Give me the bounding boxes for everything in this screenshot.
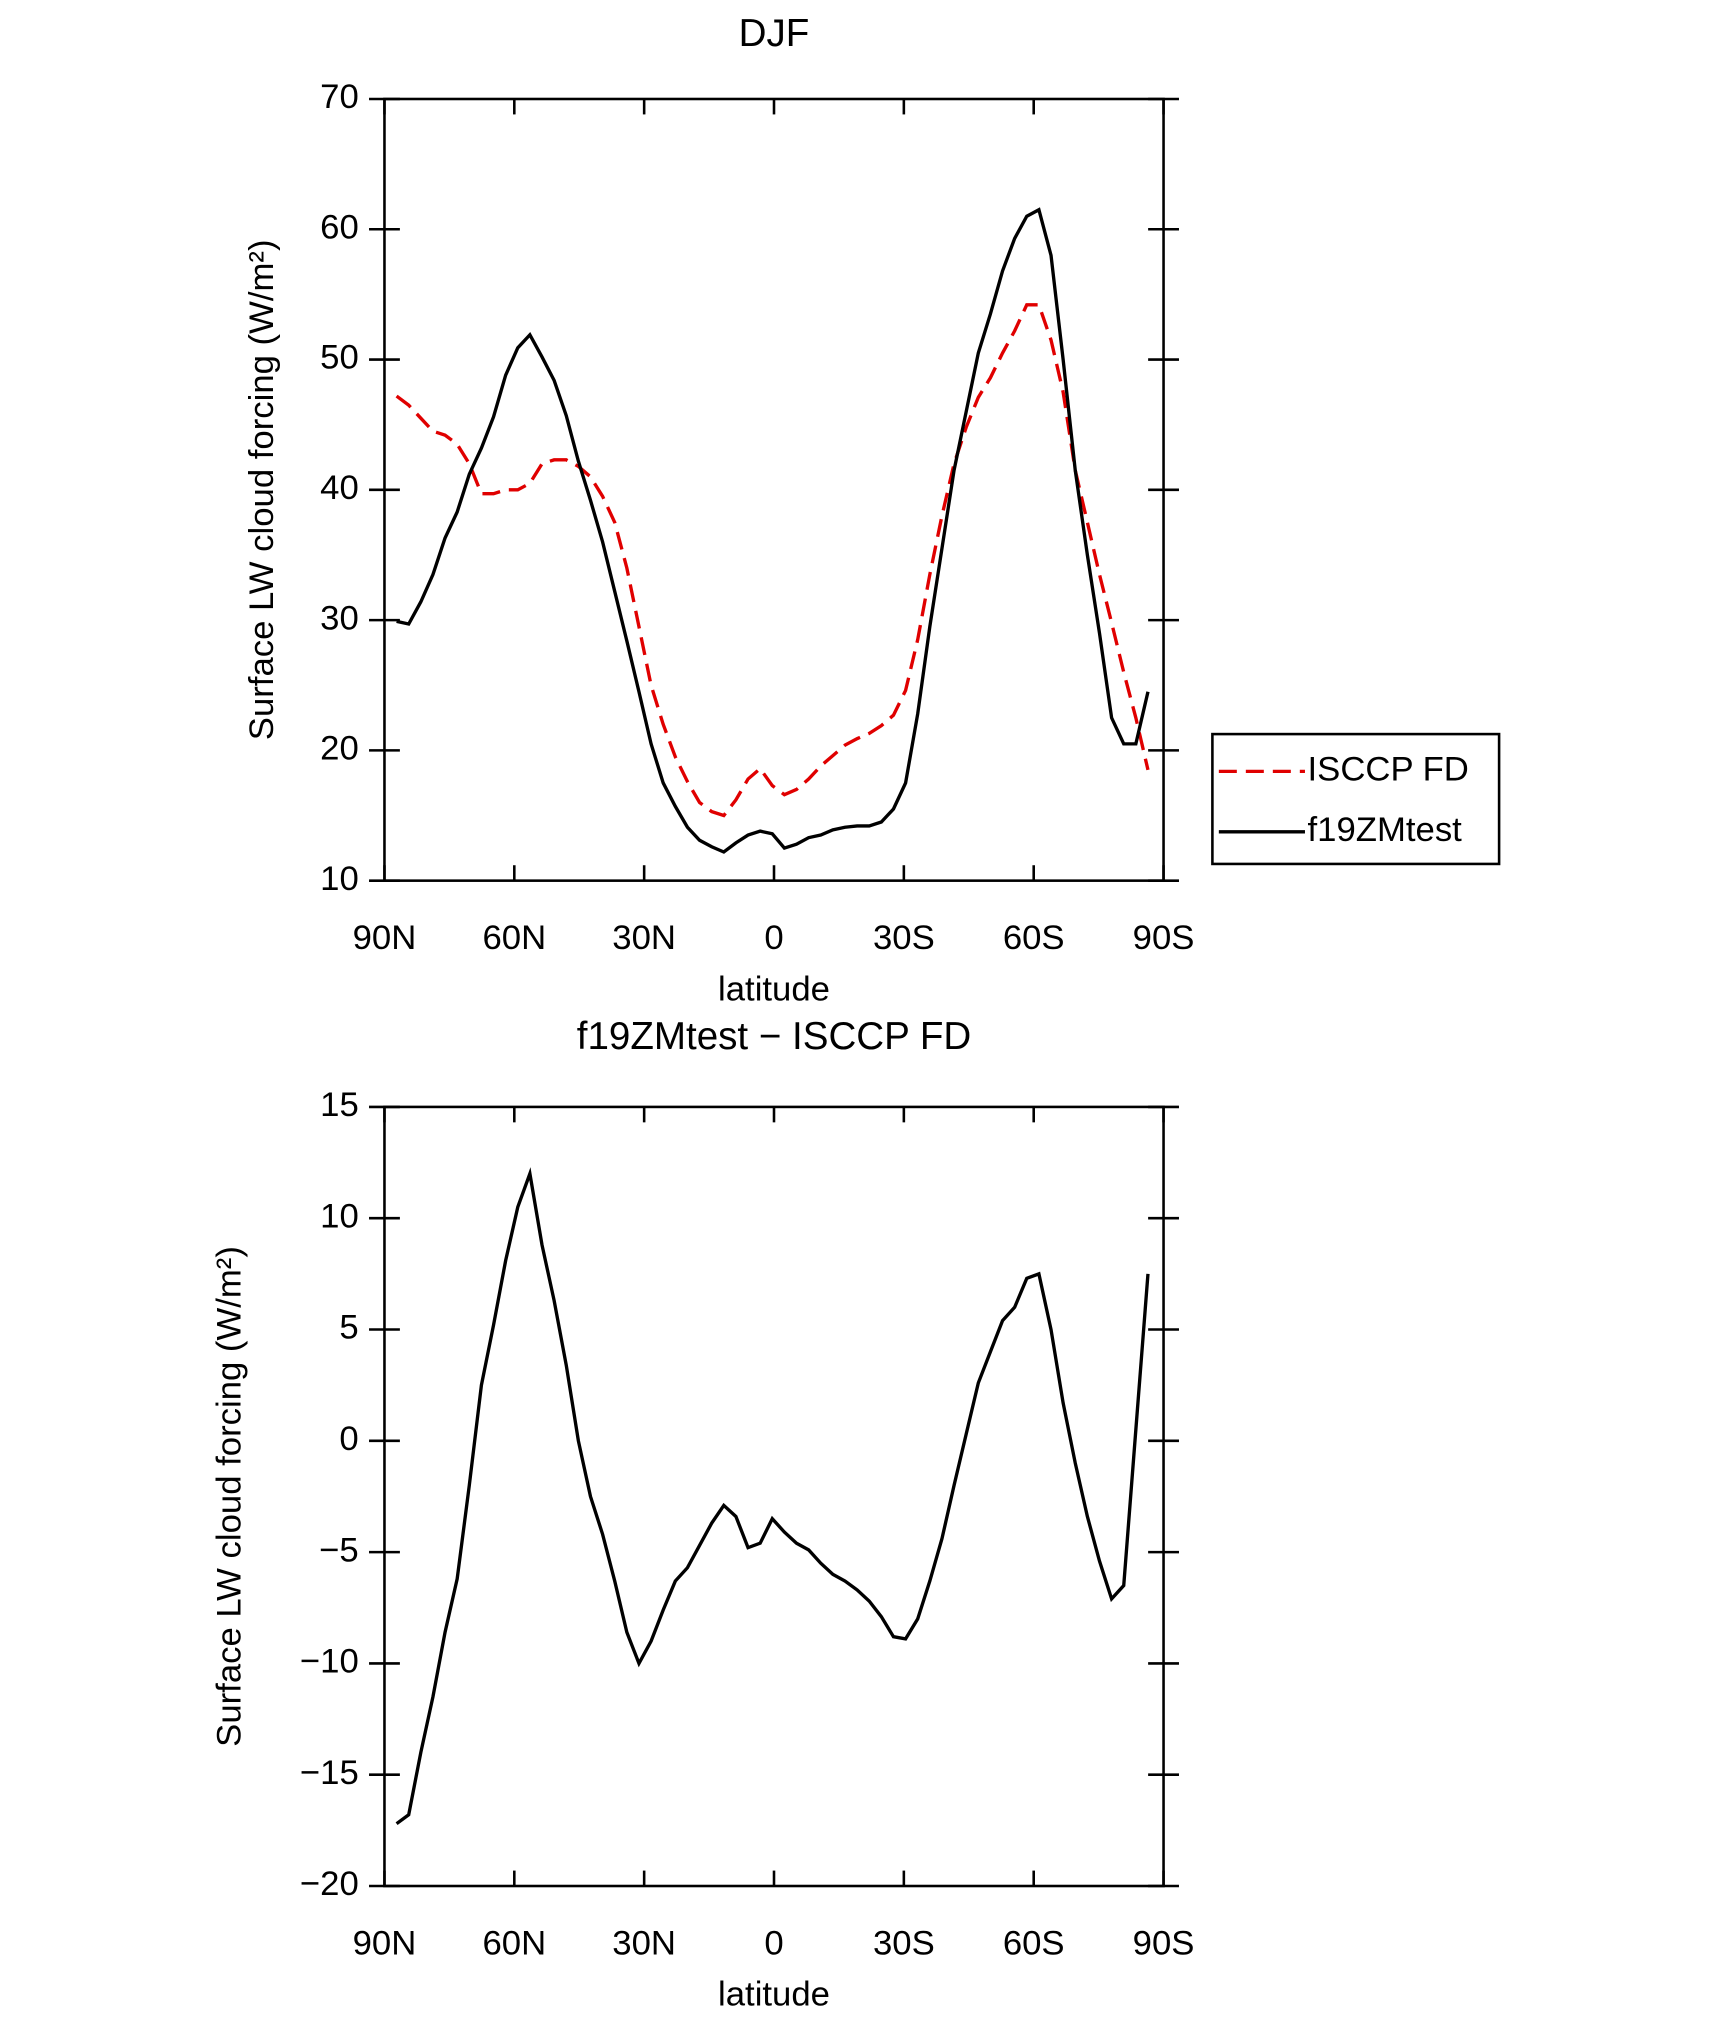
y-tick-label: −5 — [319, 1531, 359, 1569]
data-line — [395, 1167, 1150, 1826]
x-tick-label: 60S — [1003, 1924, 1065, 1962]
y-tick-label: 50 — [320, 339, 359, 377]
y-tick-label: 40 — [320, 469, 359, 507]
x-tick-label: 0 — [764, 919, 783, 957]
plot-frame — [383, 1105, 1165, 1888]
legend-label: ISCCP FD — [1308, 751, 1469, 789]
y-tick-label: 10 — [320, 860, 359, 898]
y-tick-label: 10 — [320, 1197, 359, 1235]
x-tick-label: 30S — [873, 1924, 935, 1962]
y-tick-label: −10 — [300, 1643, 359, 1681]
legend-label: f19ZMtest — [1308, 811, 1463, 849]
plot-frame — [383, 97, 1165, 882]
legend-box — [1211, 732, 1501, 866]
y-tick-label: 60 — [320, 208, 359, 246]
x-tick-label: 60N — [482, 1924, 546, 1962]
x-tick-label: 60N — [482, 919, 546, 957]
x-tick-label: 0 — [764, 1924, 783, 1962]
x-axis-label: latitude — [718, 1976, 830, 2014]
data-line — [396, 207, 1150, 854]
y-tick-label: −15 — [300, 1754, 359, 1792]
chart-title: f19ZMtest − ISCCP FD — [577, 1015, 972, 1058]
y-tick-label: 30 — [320, 599, 359, 637]
y-tick-label: 70 — [320, 78, 359, 116]
x-tick-label: 30S — [873, 919, 935, 957]
y-axis-label: Surface LW cloud forcing (W/m²) — [243, 239, 281, 740]
chart-title: DJF — [739, 12, 810, 55]
x-tick-label: 60S — [1003, 919, 1065, 957]
y-axis-label: Surface LW cloud forcing (W/m²) — [211, 1246, 249, 1747]
x-tick-label: 30N — [612, 919, 676, 957]
y-tick-label: 15 — [320, 1086, 359, 1124]
x-tick-label: 90S — [1133, 1924, 1195, 1962]
y-tick-label: 0 — [339, 1420, 358, 1458]
x-tick-label: 30N — [612, 1924, 676, 1962]
y-tick-label: 5 — [339, 1309, 358, 1347]
y-tick-label: 20 — [320, 730, 359, 768]
x-tick-label: 90S — [1133, 919, 1195, 957]
data-line — [395, 303, 1150, 818]
x-tick-label: 90N — [353, 919, 417, 957]
x-tick-label: 90N — [353, 1924, 417, 1962]
x-axis-label: latitude — [718, 970, 830, 1008]
y-tick-label: −20 — [300, 1865, 359, 1903]
